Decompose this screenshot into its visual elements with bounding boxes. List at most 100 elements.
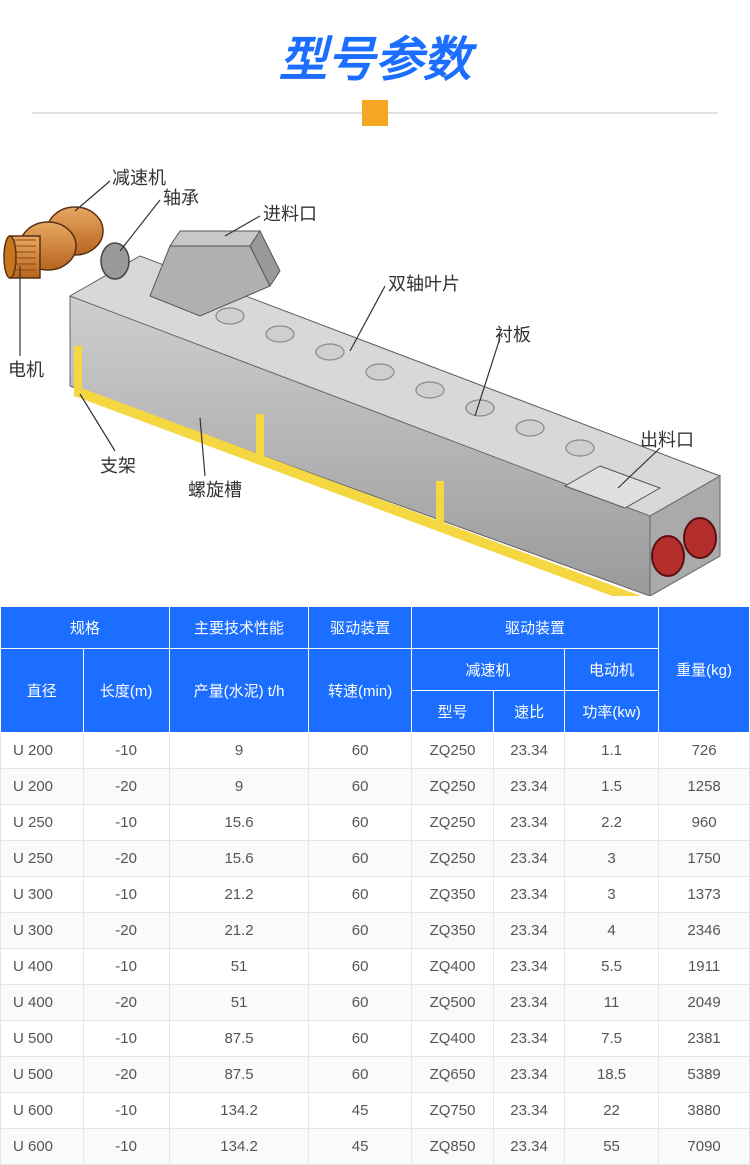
table-cell: 3880 <box>659 1093 750 1129</box>
label-reducer: 减速机 <box>112 164 166 190</box>
table-cell: U 600 <box>1 1129 84 1165</box>
table-cell: ZQ400 <box>411 949 493 985</box>
table-cell: U 300 <box>1 877 84 913</box>
table-cell: 7090 <box>659 1129 750 1165</box>
table-cell: 60 <box>309 769 411 805</box>
table-row: U 600-10134.245ZQ85023.34557090 <box>1 1129 750 1165</box>
table-cell: 23.34 <box>494 1093 565 1129</box>
table-cell: 60 <box>309 877 411 913</box>
table-cell: 23.34 <box>494 913 565 949</box>
table-row: U 400-205160ZQ50023.34112049 <box>1 985 750 1021</box>
table-row: U 250-1015.660ZQ25023.342.2960 <box>1 805 750 841</box>
table-cell: ZQ250 <box>411 733 493 769</box>
table-cell: 23.34 <box>494 841 565 877</box>
header-speed: 转速(min) <box>309 649 411 733</box>
table-row: U 200-10960ZQ25023.341.1726 <box>1 733 750 769</box>
table-cell: 23.34 <box>494 985 565 1021</box>
table-cell: 87.5 <box>169 1057 309 1093</box>
table-row: U 500-1087.560ZQ40023.347.52381 <box>1 1021 750 1057</box>
header-ratio: 速比 <box>494 691 565 733</box>
header-weight: 重量(kg) <box>659 607 750 733</box>
table-cell: -10 <box>83 733 169 769</box>
table-cell: 1.1 <box>564 733 658 769</box>
underline-right <box>388 112 718 114</box>
table-cell: 51 <box>169 985 309 1021</box>
table-cell: 21.2 <box>169 913 309 949</box>
table-cell: 9 <box>169 733 309 769</box>
header-power: 功率(kw) <box>564 691 658 733</box>
table-cell: ZQ250 <box>411 769 493 805</box>
header-reducer-sub: 减速机 <box>411 649 564 691</box>
header-drive2: 驱动装置 <box>411 607 658 649</box>
header-spec: 规格 <box>1 607 170 649</box>
table-cell: 2381 <box>659 1021 750 1057</box>
table-cell: 3 <box>564 877 658 913</box>
title-section: 型号参数 <box>0 0 750 156</box>
table-cell: U 400 <box>1 949 84 985</box>
page-title: 型号参数 <box>279 20 471 90</box>
label-bearing: 轴承 <box>163 184 199 210</box>
table-cell: 45 <box>309 1129 411 1165</box>
table-cell: ZQ650 <box>411 1057 493 1093</box>
table-cell: 9 <box>169 769 309 805</box>
header-motor-sub: 电动机 <box>564 649 658 691</box>
table-cell: 15.6 <box>169 805 309 841</box>
table-cell: -10 <box>83 805 169 841</box>
header-length: 长度(m) <box>83 649 169 733</box>
header-model: 型号 <box>411 691 493 733</box>
table-cell: 51 <box>169 949 309 985</box>
underline-left <box>32 112 362 114</box>
table-cell: 5.5 <box>564 949 658 985</box>
table-cell: 60 <box>309 733 411 769</box>
table-cell: 55 <box>564 1129 658 1165</box>
table-cell: 23.34 <box>494 1129 565 1165</box>
table-cell: U 500 <box>1 1057 84 1093</box>
table-cell: -10 <box>83 1093 169 1129</box>
table-cell: 3 <box>564 841 658 877</box>
table-cell: U 300 <box>1 913 84 949</box>
table-cell: 1373 <box>659 877 750 913</box>
label-inlet: 进料口 <box>263 200 317 226</box>
table-cell: -20 <box>83 841 169 877</box>
table-cell: 60 <box>309 1021 411 1057</box>
header-capacity: 产量(水泥) t/h <box>169 649 309 733</box>
table-cell: 23.34 <box>494 949 565 985</box>
table-cell: U 600 <box>1 1093 84 1129</box>
table-cell: U 200 <box>1 769 84 805</box>
table-cell: 87.5 <box>169 1021 309 1057</box>
table-cell: 23.34 <box>494 769 565 805</box>
table-row: U 600-10134.245ZQ75023.34223880 <box>1 1093 750 1129</box>
table-cell: 60 <box>309 1057 411 1093</box>
table-cell: 2346 <box>659 913 750 949</box>
table-cell: 4 <box>564 913 658 949</box>
table-cell: U 200 <box>1 733 84 769</box>
table-cell: U 250 <box>1 805 84 841</box>
table-cell: 23.34 <box>494 805 565 841</box>
label-trough: 螺旋槽 <box>188 476 242 502</box>
label-blades: 双轴叶片 <box>388 270 460 296</box>
table-cell: ZQ750 <box>411 1093 493 1129</box>
table-cell: 23.34 <box>494 1021 565 1057</box>
header-diameter: 直径 <box>1 649 84 733</box>
table-row: U 200-20960ZQ25023.341.51258 <box>1 769 750 805</box>
table-cell: U 250 <box>1 841 84 877</box>
table-cell: U 500 <box>1 1021 84 1057</box>
table-cell: 21.2 <box>169 877 309 913</box>
table-cell: ZQ400 <box>411 1021 493 1057</box>
table-cell: 134.2 <box>169 1093 309 1129</box>
table-cell: -20 <box>83 913 169 949</box>
table-cell: 23.34 <box>494 877 565 913</box>
table-cell: 60 <box>309 805 411 841</box>
table-cell: 60 <box>309 913 411 949</box>
table-cell: -10 <box>83 877 169 913</box>
table-cell: 15.6 <box>169 841 309 877</box>
table-row: U 400-105160ZQ40023.345.51911 <box>1 949 750 985</box>
diagram-section: 减速机 轴承 进料口 双轴叶片 衬板 出料口 电机 支架 螺旋槽 <box>0 156 750 596</box>
table-cell: 5389 <box>659 1057 750 1093</box>
table-cell: 1750 <box>659 841 750 877</box>
conveyor-diagram <box>0 156 750 596</box>
table-cell: 11 <box>564 985 658 1021</box>
underline-accent <box>362 100 388 126</box>
label-liner: 衬板 <box>495 321 531 347</box>
table-cell: 1911 <box>659 949 750 985</box>
